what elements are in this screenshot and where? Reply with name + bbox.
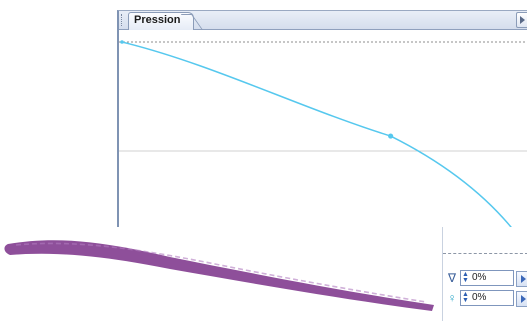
pressure-panel: Pression bbox=[117, 10, 527, 251]
flow-figure-icon: ♀ bbox=[447, 291, 457, 305]
tab-pression[interactable]: Pression bbox=[128, 12, 194, 30]
pressure-curve[interactable] bbox=[121, 41, 527, 251]
spin-updown-icon[interactable]: ▲ ▼ bbox=[462, 271, 469, 284]
curve-control-point[interactable] bbox=[388, 133, 394, 139]
tab-label: Pression bbox=[134, 14, 181, 26]
brush-preview bbox=[0, 227, 442, 321]
control-row-opacity: ∇ ▲ ▼ 0% bbox=[447, 270, 527, 287]
arrow-right-icon bbox=[521, 275, 526, 283]
panel-tab-strip: Pression bbox=[119, 11, 527, 30]
flow-value: 0% bbox=[472, 292, 487, 303]
flow-arrow-button[interactable] bbox=[516, 291, 527, 307]
opacity-arrow-button[interactable] bbox=[516, 271, 527, 287]
brush-stroke bbox=[4, 240, 435, 311]
pressure-curve-graph[interactable] bbox=[119, 11, 527, 251]
control-row-flow: ♀ ▲ ▼ 0% bbox=[447, 290, 527, 307]
spin-updown-icon[interactable]: ▲ ▼ bbox=[462, 291, 469, 304]
grip-icon[interactable] bbox=[121, 14, 126, 26]
opacity-triangle-icon: ∇ bbox=[447, 271, 457, 285]
brush-settings-panel: ∇ ▲ ▼ 0% ♀ ▲ ▼ 0% bbox=[442, 227, 527, 321]
arrow-right-icon bbox=[520, 16, 525, 24]
opacity-spinbox[interactable]: ▲ ▼ 0% bbox=[460, 270, 527, 287]
flow-spinbox[interactable]: ▲ ▼ 0% bbox=[460, 290, 527, 307]
curve-control-point[interactable] bbox=[120, 40, 124, 44]
brush-stroke-sample bbox=[4, 240, 435, 311]
opacity-value: 0% bbox=[472, 272, 487, 283]
arrow-right-icon bbox=[521, 295, 526, 303]
dashed-divider bbox=[443, 253, 527, 254]
panel-menu-button[interactable] bbox=[516, 12, 527, 28]
